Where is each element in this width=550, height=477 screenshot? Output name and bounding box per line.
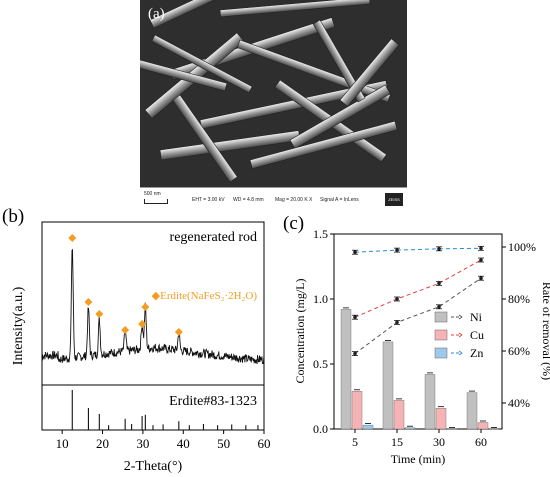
- bar-cu: [477, 422, 489, 430]
- xrd-ylabel: Intensity(a.u.): [11, 286, 26, 365]
- left-y-tick-label: 1.5: [313, 227, 328, 241]
- removal-ylabel-left: Concentration (mg/L): [293, 279, 307, 384]
- legend-label-ni: Ni: [470, 310, 483, 324]
- removal-legend: Ni Cu Zn: [434, 310, 484, 360]
- right-y-tick-label: 60%: [508, 344, 530, 358]
- peak-marker-diamond: [95, 310, 104, 318]
- xrd-xlabel: 2-Theta(°): [124, 459, 183, 474]
- bar-ni: [424, 374, 436, 430]
- peak-marker-diamond: [68, 234, 77, 242]
- bar-zn: [362, 424, 374, 430]
- legend-arrow: [458, 332, 463, 338]
- peak-marker-diamond: [84, 298, 93, 306]
- peak-marker-diamond: [174, 328, 183, 336]
- rate-point: [353, 250, 357, 254]
- xrd-x-axis: 10 20 30 40 50 60: [56, 430, 271, 451]
- legend-arrow: [458, 350, 463, 356]
- rate-point: [353, 315, 357, 319]
- legend-swatch: [434, 329, 448, 341]
- legend-swatch: [434, 311, 448, 323]
- xrd-pattern-line: [41, 248, 265, 365]
- rate-line-cu: [354, 259, 482, 318]
- sem-signal: Signal A = InLens: [320, 197, 359, 203]
- xrd-legend: ◆Erdite(NaFeS₂·2H₂O): [152, 290, 258, 302]
- rate-point: [479, 246, 483, 251]
- removal-chart: Concentration (mg/L) Rate of removal (%)…: [293, 227, 550, 466]
- x-tick-label: 5: [352, 435, 358, 449]
- concentration-bars: [340, 307, 500, 430]
- x-tick-label: 10: [56, 436, 69, 451]
- rate-point: [395, 320, 399, 325]
- removal-ylabel-right: Rate of removal (%): [540, 282, 550, 380]
- removal-plot-frame: [333, 233, 503, 430]
- x-tick-label: 20: [96, 436, 109, 451]
- removal-rate-lines: [352, 245, 484, 356]
- rate-point: [479, 258, 483, 262]
- zeiss-logo: ZEISS: [385, 193, 403, 206]
- rate-point: [437, 247, 441, 251]
- bar-zn: [404, 427, 416, 430]
- rate-line-zn: [354, 247, 482, 253]
- left-y-tick-label: 0.5: [313, 357, 328, 371]
- bar-zn: [446, 428, 458, 430]
- bar-cu: [435, 407, 447, 430]
- removal-axes: 0.0 0.5 1.0 1.5 40% 60% 80% 100% 5 15 30 60: [313, 227, 536, 449]
- panel-a-label: (a): [148, 6, 165, 22]
- peak-marker-diamond: [138, 320, 147, 328]
- legend-label-zn: Zn: [470, 346, 483, 360]
- rate-point: [437, 281, 441, 286]
- rate-point: [395, 297, 399, 301]
- rate-point: [479, 276, 483, 280]
- scale-bar-label: 500 nm: [144, 191, 161, 197]
- right-y-tick-label: 40%: [508, 396, 530, 410]
- x-tick-label: 40: [177, 436, 190, 451]
- rate-point: [353, 351, 357, 356]
- xrd-figure: regenerated rod ◆Erdite(NaFeS₂·2H₂O) Erd…: [11, 221, 271, 474]
- legend-swatch: [434, 347, 448, 359]
- sem-eht: EHT = 3.00 kV: [192, 197, 225, 203]
- x-tick-label: 30: [136, 436, 149, 451]
- sem-wd: WD = 4.8 mm: [233, 197, 264, 203]
- bar-ni: [382, 341, 394, 430]
- x-tick-label: 15: [391, 435, 403, 449]
- xrd-peak-markers: [68, 234, 183, 336]
- panel-c-label: (c): [283, 213, 305, 234]
- sem-info-bar: 500 nm EHT = 3.00 kV WD = 4.8 mm Mag = 2…: [140, 187, 407, 213]
- x-tick-label: 30: [433, 435, 445, 449]
- sem-micrograph: [137, 0, 407, 212]
- bar-ni: [466, 392, 478, 430]
- sem-rods: [137, 0, 400, 183]
- removal-xlabel: Time (min): [391, 452, 446, 466]
- xrd-reference-sticks: [71, 390, 259, 430]
- xrd-lower-title: Erdite#83-1323: [169, 394, 257, 409]
- panel-b-label: (b): [2, 206, 25, 227]
- legend-arrow: [458, 314, 463, 320]
- left-y-tick-label: 1.0: [313, 292, 328, 306]
- sem-mag: Mag = 20.00 K X: [275, 197, 313, 203]
- right-y-tick-label: 100%: [508, 240, 536, 254]
- scale-bar: [144, 199, 168, 204]
- rate-line-ni: [354, 277, 482, 355]
- bar-cu: [351, 391, 363, 430]
- right-y-tick-label: 80%: [508, 292, 530, 306]
- legend-label-cu: Cu: [470, 328, 484, 342]
- bar-ni: [340, 309, 352, 430]
- peak-marker-diamond: [121, 326, 130, 334]
- xrd-upper-title: regenerated rod: [170, 230, 257, 245]
- bar-zn: [488, 428, 500, 430]
- peak-marker-diamond: [141, 303, 150, 311]
- rate-point: [395, 248, 399, 252]
- x-tick-label: 50: [217, 436, 230, 451]
- x-tick-label: 60: [475, 435, 487, 449]
- sem-image: [137, 0, 407, 187]
- x-tick-label: 60: [258, 436, 271, 451]
- rate-point: [437, 305, 441, 309]
- bar-cu: [393, 400, 405, 430]
- left-y-tick-label: 0.0: [313, 422, 328, 436]
